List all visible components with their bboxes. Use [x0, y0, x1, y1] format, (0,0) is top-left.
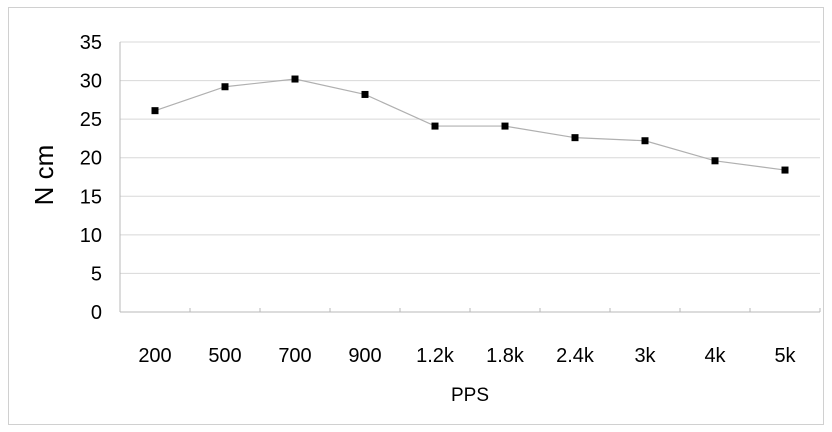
data-point: [431, 122, 439, 130]
x-axis-title: PPS: [451, 385, 489, 406]
data-point: [711, 157, 719, 165]
chart-frame: [8, 7, 824, 425]
y-tick-label: 35: [80, 32, 102, 54]
axes: [119, 42, 821, 313]
y-axis-title: N cm: [29, 145, 59, 206]
x-tick-labels: 200 500 700 900 1.2k 1.8k 2.4k 3k 4k 5k: [138, 345, 796, 367]
x-tick-label: 1.2k: [416, 345, 455, 367]
y-tick-label: 15: [80, 186, 102, 208]
data-point: [641, 137, 649, 145]
data-point: [291, 75, 299, 83]
data-point: [781, 166, 789, 174]
data-point: [571, 134, 579, 142]
y-tick-label: 10: [80, 225, 102, 247]
y-tick-labels: 0 5 10 15 20 25 30 35: [80, 32, 102, 324]
gridlines: [120, 41, 820, 274]
series-line: [154, 78, 786, 171]
x-tick-label: 2.4k: [556, 345, 595, 367]
x-tick-label: 3k: [634, 345, 656, 367]
y-tick-label: 5: [91, 263, 102, 285]
y-tick-label: 30: [80, 71, 102, 93]
x-tick-label: 500: [208, 345, 241, 367]
data-point: [361, 90, 369, 98]
x-tick-label: 700: [278, 345, 311, 367]
x-tick-label: 200: [138, 345, 171, 367]
x-tick-label: 5k: [774, 345, 796, 367]
x-tick-label: 1.8k: [486, 345, 525, 367]
y-tick-label: 0: [91, 302, 102, 324]
y-tick-label: 20: [80, 148, 102, 170]
data-point: [501, 122, 509, 130]
data-series: [151, 75, 789, 174]
data-point: [221, 83, 229, 91]
y-tick-label: 25: [80, 109, 102, 131]
data-point: [151, 107, 159, 115]
x-tick-label: 900: [348, 345, 381, 367]
x-tick-label: 4k: [704, 345, 726, 367]
